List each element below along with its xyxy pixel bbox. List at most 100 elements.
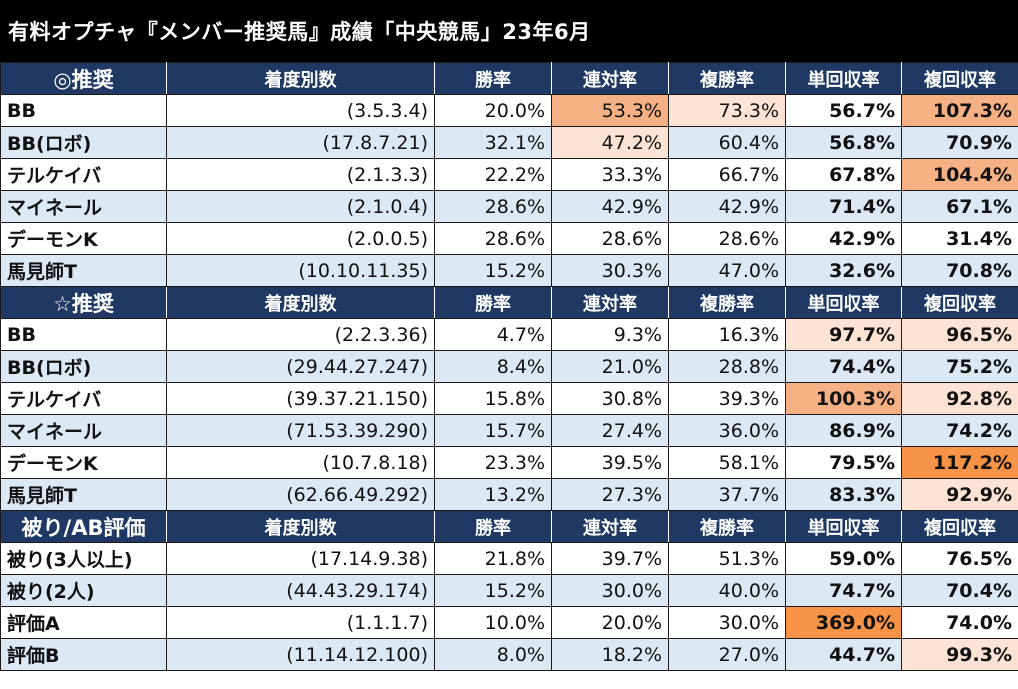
record-cell: (2.2.3.36) <box>166 318 435 351</box>
col-header-place-rate: 複勝率 <box>668 62 786 95</box>
table-row: マイネール (2.1.0.4) 28.6% 42.9% 42.9% 71.4% … <box>0 190 1018 223</box>
col-header-win-rate: 勝率 <box>434 510 552 543</box>
place-return-cell: 70.9% <box>901 126 1018 159</box>
win-return-cell: 42.9% <box>785 222 902 255</box>
place-return-cell: 96.5% <box>901 318 1018 351</box>
win-rate-cell: 28.6% <box>434 222 552 255</box>
win-rate-cell: 8.0% <box>434 638 552 671</box>
place-rate-cell: 27.0% <box>668 638 786 671</box>
place-return-cell: 117.2% <box>901 446 1018 479</box>
quinella-rate-cell: 47.2% <box>551 126 669 159</box>
record-cell: (44.43.29.174) <box>166 574 435 607</box>
win-return-cell: 32.6% <box>785 254 902 287</box>
table-row: 被り(2人) (44.43.29.174) 15.2% 30.0% 40.0% … <box>0 574 1018 607</box>
place-rate-cell: 42.9% <box>668 190 786 223</box>
place-rate-cell: 66.7% <box>668 158 786 191</box>
section-label: ☆推奨 <box>0 286 167 319</box>
col-header-record: 着度別数 <box>166 286 435 319</box>
row-name: BB(ロボ) <box>0 126 167 159</box>
place-return-cell: 99.3% <box>901 638 1018 671</box>
row-name: テルケイバ <box>0 158 167 191</box>
col-header-quinella-rate: 連対率 <box>551 510 669 543</box>
col-header-place-rate: 複勝率 <box>668 510 786 543</box>
win-return-cell: 44.7% <box>785 638 902 671</box>
table-row: テルケイバ (39.37.21.150) 15.8% 30.8% 39.3% 1… <box>0 382 1018 415</box>
record-cell: (1.1.1.7) <box>166 606 435 639</box>
section-label: ◎推奨 <box>0 62 167 95</box>
row-name: BB <box>0 318 167 351</box>
quinella-rate-cell: 30.8% <box>551 382 669 415</box>
win-rate-cell: 15.7% <box>434 414 552 447</box>
place-rate-cell: 58.1% <box>668 446 786 479</box>
quinella-rate-cell: 33.3% <box>551 158 669 191</box>
record-cell: (10.7.8.18) <box>166 446 435 479</box>
results-table: ◎推奨 着度別数 勝率 連対率 複勝率 単回収率 複回収率 BB (3.5.3.… <box>0 62 1018 671</box>
place-return-cell: 75.2% <box>901 350 1018 383</box>
place-rate-cell: 51.3% <box>668 542 786 575</box>
win-return-cell: 67.8% <box>785 158 902 191</box>
place-rate-cell: 37.7% <box>668 478 786 511</box>
table-row: 評価A (1.1.1.7) 10.0% 20.0% 30.0% 369.0% 7… <box>0 606 1018 639</box>
quinella-rate-cell: 18.2% <box>551 638 669 671</box>
table-row: 馬見師T (62.66.49.292) 13.2% 27.3% 37.7% 83… <box>0 478 1018 511</box>
row-name: 被り(2人) <box>0 574 167 607</box>
win-return-cell: 56.8% <box>785 126 902 159</box>
row-name: 評価B <box>0 638 167 671</box>
place-return-cell: 107.3% <box>901 94 1018 127</box>
win-return-cell: 97.7% <box>785 318 902 351</box>
record-cell: (17.8.7.21) <box>166 126 435 159</box>
win-rate-cell: 4.7% <box>434 318 552 351</box>
table-title: 有料オプチャ『メンバー推奨馬』成績「中央競馬」23年6月 <box>0 0 1018 62</box>
win-rate-cell: 13.2% <box>434 478 552 511</box>
win-rate-cell: 20.0% <box>434 94 552 127</box>
col-header-place-rate: 複勝率 <box>668 286 786 319</box>
record-cell: (17.14.9.38) <box>166 542 435 575</box>
section-header-star: ☆推奨 着度別数 勝率 連対率 複勝率 単回収率 複回収率 <box>0 286 1018 319</box>
col-header-record: 着度別数 <box>166 510 435 543</box>
quinella-rate-cell: 27.3% <box>551 478 669 511</box>
win-rate-cell: 15.8% <box>434 382 552 415</box>
quinella-rate-cell: 39.5% <box>551 446 669 479</box>
place-return-cell: 74.0% <box>901 606 1018 639</box>
win-rate-cell: 32.1% <box>434 126 552 159</box>
record-cell: (39.37.21.150) <box>166 382 435 415</box>
col-header-quinella-rate: 連対率 <box>551 286 669 319</box>
section-label: 被り/AB評価 <box>0 510 167 543</box>
col-header-record: 着度別数 <box>166 62 435 95</box>
quinella-rate-cell: 30.0% <box>551 574 669 607</box>
col-header-win-return: 単回収率 <box>785 286 902 319</box>
place-return-cell: 104.4% <box>901 158 1018 191</box>
row-name: デーモンK <box>0 222 167 255</box>
table-row: BB (2.2.3.36) 4.7% 9.3% 16.3% 97.7% 96.5… <box>0 318 1018 351</box>
win-rate-cell: 8.4% <box>434 350 552 383</box>
col-header-place-return: 複回収率 <box>901 286 1018 319</box>
record-cell: (11.14.12.100) <box>166 638 435 671</box>
place-rate-cell: 73.3% <box>668 94 786 127</box>
place-return-cell: 74.2% <box>901 414 1018 447</box>
place-rate-cell: 30.0% <box>668 606 786 639</box>
win-return-cell: 79.5% <box>785 446 902 479</box>
record-cell: (2.1.3.3) <box>166 158 435 191</box>
row-name: デーモンK <box>0 446 167 479</box>
win-rate-cell: 15.2% <box>434 254 552 287</box>
quinella-rate-cell: 20.0% <box>551 606 669 639</box>
table-row: マイネール (71.53.39.290) 15.7% 27.4% 36.0% 8… <box>0 414 1018 447</box>
record-cell: (71.53.39.290) <box>166 414 435 447</box>
quinella-rate-cell: 21.0% <box>551 350 669 383</box>
quinella-rate-cell: 27.4% <box>551 414 669 447</box>
place-rate-cell: 39.3% <box>668 382 786 415</box>
record-cell: (3.5.3.4) <box>166 94 435 127</box>
quinella-rate-cell: 9.3% <box>551 318 669 351</box>
row-name: 馬見師T <box>0 478 167 511</box>
quinella-rate-cell: 42.9% <box>551 190 669 223</box>
win-rate-cell: 21.8% <box>434 542 552 575</box>
table-row: BB (3.5.3.4) 20.0% 53.3% 73.3% 56.7% 107… <box>0 94 1018 127</box>
record-cell: (29.44.27.247) <box>166 350 435 383</box>
win-return-cell: 71.4% <box>785 190 902 223</box>
col-header-place-return: 複回収率 <box>901 62 1018 95</box>
col-header-win-rate: 勝率 <box>434 286 552 319</box>
place-return-cell: 76.5% <box>901 542 1018 575</box>
table-row: BB(ロボ) (29.44.27.247) 8.4% 21.0% 28.8% 7… <box>0 350 1018 383</box>
place-return-cell: 92.8% <box>901 382 1018 415</box>
win-return-cell: 74.4% <box>785 350 902 383</box>
